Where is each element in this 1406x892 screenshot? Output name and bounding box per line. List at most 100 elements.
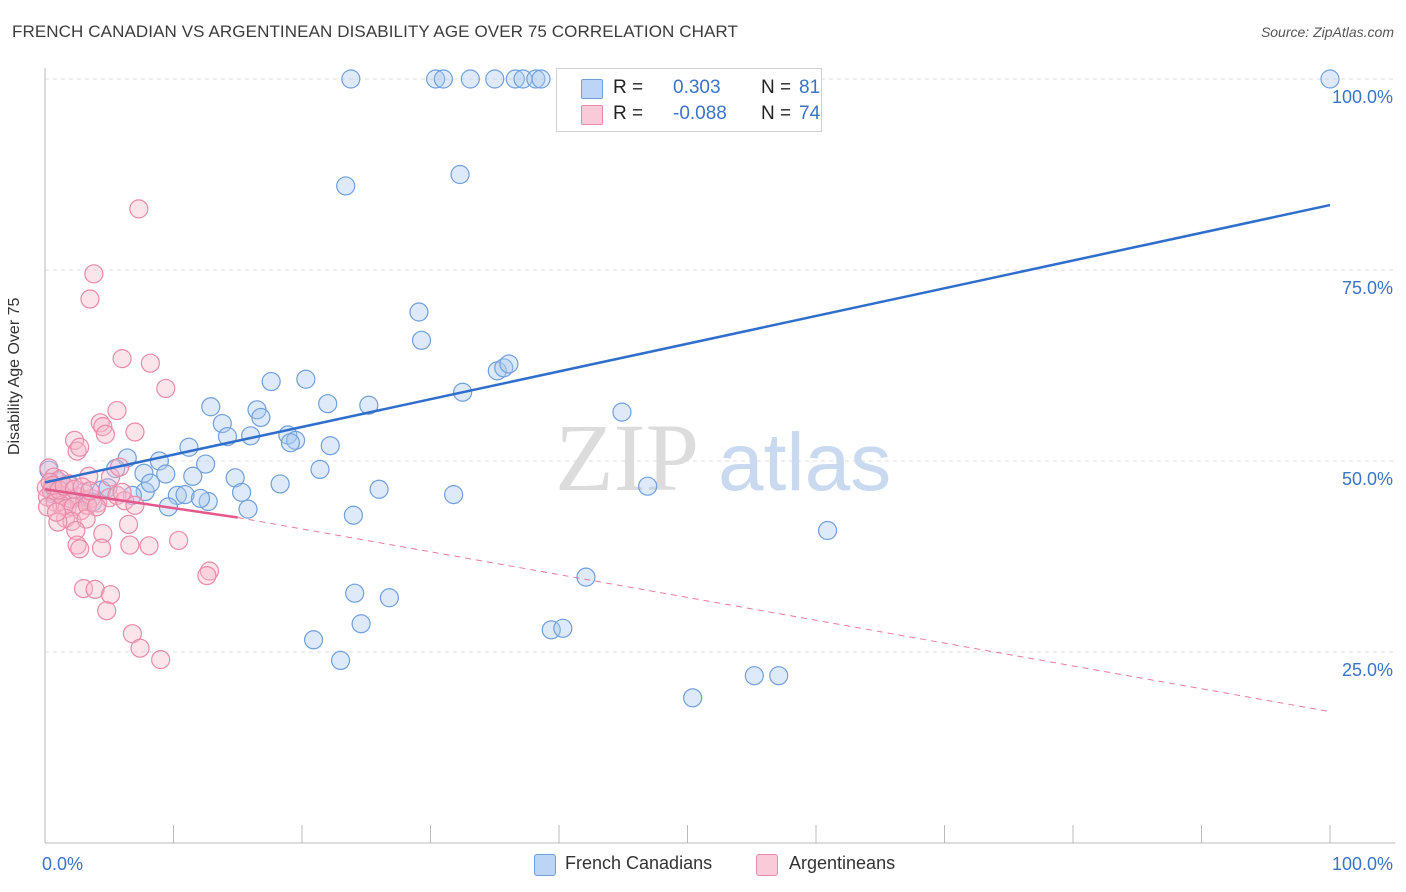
watermark-atlas: atlas	[718, 417, 891, 508]
point-french-canadian	[426, 69, 446, 89]
point-french-canadian	[433, 69, 453, 89]
point-argentinean	[85, 579, 105, 599]
point-french-canadian	[251, 407, 271, 428]
bottom-legend-label: French Canadians	[565, 853, 713, 873]
point-french-canadian	[369, 479, 389, 499]
y-tick-label: 100.0%	[1332, 87, 1393, 107]
point-french-canadian	[683, 688, 703, 708]
x-tick-label: 100.0%	[1332, 854, 1393, 874]
point-french-canadian	[351, 614, 371, 634]
point-argentinean	[156, 378, 176, 399]
point-argentinean	[100, 585, 121, 605]
legend-n-label: N =	[761, 103, 792, 124]
bottom-legend-swatch	[534, 854, 556, 876]
correlation-legend: R = 0.303 N = 81 R = -0.088 N = 74	[556, 68, 822, 132]
point-french-canadian	[343, 505, 363, 525]
series-french-canadians	[39, 69, 1340, 708]
bottom-legend-swatch	[756, 854, 778, 876]
point-argentinean	[139, 536, 159, 556]
x-tick-label: 0.0%	[42, 854, 83, 874]
point-argentinean	[70, 437, 90, 457]
point-argentinean	[120, 535, 140, 555]
point-french-canadian	[196, 454, 216, 474]
point-french-canadian	[190, 488, 211, 509]
point-french-canadian	[1320, 69, 1340, 89]
points-layer	[36, 69, 1340, 708]
trend-line-french-canadians	[44, 203, 1331, 484]
trend-layer	[44, 203, 1331, 713]
point-french-canadian	[612, 402, 632, 422]
trend-line-argentineans	[44, 488, 238, 519]
point-argentinean	[130, 638, 150, 658]
point-french-canadian	[499, 354, 519, 374]
point-french-canadian	[411, 330, 432, 350]
point-french-canadian	[345, 583, 365, 603]
point-french-canadian	[198, 491, 218, 512]
point-french-canadian	[450, 164, 470, 185]
point-french-canadian	[341, 69, 361, 89]
point-argentinean	[37, 497, 58, 517]
bottom-legend-label: Argentineans	[789, 853, 896, 873]
point-french-canadian	[505, 69, 525, 89]
point-french-canadian	[232, 482, 252, 502]
point-french-canadian	[310, 459, 330, 480]
legend-n-value: 81	[799, 77, 821, 98]
point-french-canadian	[409, 302, 429, 322]
point-french-canadian	[280, 433, 301, 453]
point-french-canadian	[359, 395, 379, 415]
point-argentinean	[93, 523, 113, 544]
point-french-canadian	[201, 397, 221, 417]
point-french-canadian	[270, 474, 290, 494]
point-french-canadian	[296, 369, 316, 389]
point-french-canadian	[183, 466, 203, 486]
legend-r-value: 0.303	[673, 77, 721, 98]
point-french-canadian	[175, 485, 195, 505]
point-argentinean	[112, 349, 132, 369]
point-argentinean	[91, 538, 112, 558]
point-argentinean	[93, 417, 113, 437]
point-french-canadian	[744, 666, 764, 686]
point-french-canadian	[531, 69, 551, 89]
point-argentinean	[118, 514, 139, 535]
point-french-canadian	[336, 176, 356, 196]
point-french-canadian	[379, 588, 399, 608]
point-argentinean	[80, 289, 100, 309]
point-french-canadian	[576, 567, 596, 587]
y-axis-label: Disability Age Over 75	[6, 297, 23, 455]
legend-r-value: -0.088	[673, 103, 727, 124]
legend-swatch-french-canadians	[581, 79, 603, 99]
y-tick-label: 75.0%	[1342, 278, 1393, 298]
watermark: ZIP atlas	[555, 404, 891, 511]
point-french-canadian	[817, 520, 838, 541]
legend-n-value: 74	[799, 103, 821, 124]
point-french-canadian	[638, 476, 658, 496]
point-french-canadian	[238, 499, 258, 519]
point-argentinean	[169, 530, 189, 551]
point-french-canadian	[320, 436, 340, 456]
y-tick-label: 50.0%	[1342, 469, 1393, 489]
point-french-canadian	[769, 666, 789, 686]
point-french-canadian	[318, 394, 338, 414]
point-french-canadian	[140, 473, 160, 493]
legend-n-label: N =	[761, 77, 792, 98]
point-argentinean	[70, 539, 90, 559]
point-argentinean	[125, 495, 145, 515]
point-argentinean	[66, 520, 86, 541]
point-french-canadian	[156, 464, 176, 484]
point-french-canadian	[494, 358, 514, 378]
point-argentinean	[125, 422, 145, 442]
point-french-canadian	[553, 618, 573, 638]
source-note: Source: ZipAtlas.com	[1260, 24, 1394, 40]
chart-title: FRENCH CANADIAN VS ARGENTINEAN DISABILIT…	[12, 22, 738, 41]
grid-layer	[45, 78, 1395, 653]
point-argentinean	[151, 650, 171, 670]
watermark-zip: ZIP	[555, 404, 699, 511]
point-argentinean	[140, 353, 160, 373]
point-argentinean	[107, 400, 127, 421]
point-french-canadian	[261, 371, 281, 392]
point-argentinean	[46, 502, 67, 522]
point-french-canadian	[303, 630, 324, 650]
legend-swatch-argentineans	[581, 105, 603, 125]
axes-layer	[44, 68, 1395, 844]
